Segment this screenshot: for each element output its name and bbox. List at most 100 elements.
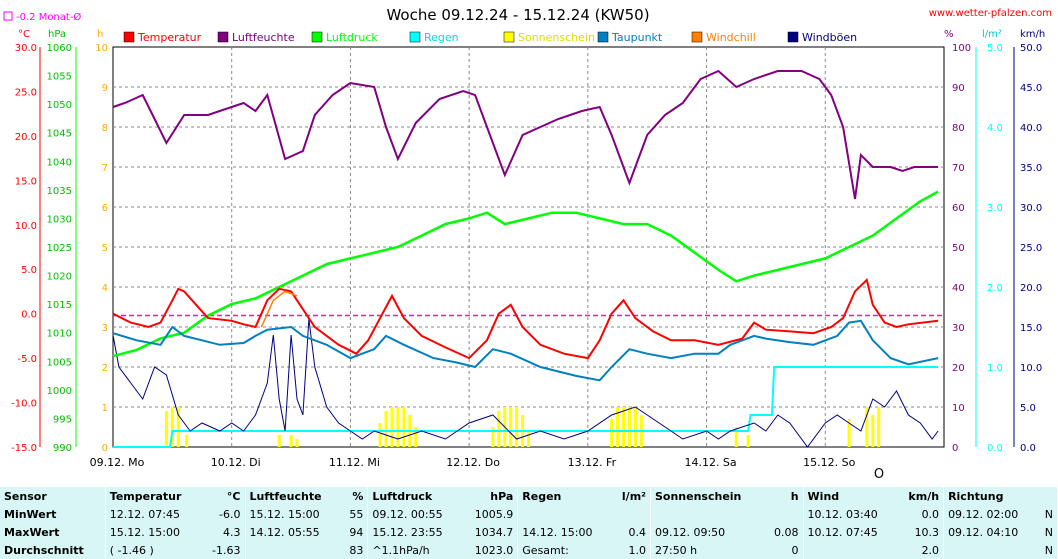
sunshine-bar [847,419,851,447]
axis-tick-kmh: 10.0 [1020,363,1042,374]
axis-tick-hpa: 1025 [47,243,72,254]
stats-cell: 14.12. 05:55 [249,525,320,539]
stats-value: 2.0 [896,541,945,559]
sunshine-bar [509,407,513,447]
stats-value: N [1037,505,1058,523]
axis-tick-temp: 25.0 [15,87,37,98]
sunshine-bar [734,427,738,447]
stats-value: N [1037,523,1058,541]
axis-tick-pct: 50 [952,243,965,254]
axis-tick-hpa: 1035 [47,186,72,197]
axis-tick-hpa: 1050 [47,100,72,111]
stats-header: Sonnenschein [654,489,742,503]
axis-tick-lm2: 2.0 [987,283,1003,294]
axis-tick-pct: 90 [952,83,965,94]
sunshine-bar [515,407,519,447]
axis-tick-pct: 30 [952,323,965,334]
stats-value: 83 [341,541,369,559]
sunshine-bar [491,427,495,447]
stats-value: 1.0 [611,541,651,559]
unit-kmh: km/h [1020,29,1045,40]
axis-tick-hpa: 990 [53,443,72,454]
series-luftfeuchte [112,69,939,200]
legend-swatch [311,31,323,43]
stats-table: Sensor Temperatur °C Luftfeuchte% Luftdruck h… [0,487,1058,559]
stats-header-unit: °C [200,487,246,505]
axis-tick-hpa: 1030 [47,214,72,225]
axis-tick-sun_h: 10 [95,43,108,54]
unit-lm2: l/m² [982,29,1002,40]
axis-tick-lm2: 3.0 [987,203,1003,214]
axis-tick-sun_h: 3 [102,323,108,334]
stats-header: Luftfeuchte [249,489,322,503]
sunshine-bar [527,431,530,447]
stats-value: 94 [341,523,369,541]
axis-tick-pct: 10 [952,403,965,414]
legend-label: Luftfeuchte [232,31,295,44]
unit-h: h [97,29,103,40]
stats-cell: 15.12. 23:55 [372,525,443,539]
sunshine-bar [746,435,750,447]
axis-tick-sun_h: 0 [102,443,108,454]
stats-value: 55 [341,505,369,523]
axis-tick-kmh: 5.0 [1020,403,1036,414]
axis-tick-sun_h: 1 [102,403,108,414]
axis-tick-kmh: 0.0 [1020,443,1036,454]
sunshine-bar [616,407,620,447]
axis-tick-lm2: 5.0 [987,43,1003,54]
axis-tick-sun_h: 8 [102,123,108,134]
axis-tick-pct: 70 [952,163,965,174]
stats-cell: 15.12. 15:00 [249,507,320,521]
axis-tick-hpa: 1020 [47,272,72,283]
stats-cell [944,541,1038,559]
axis-tick-kmh: 20.0 [1020,283,1042,294]
stats-value: -6.0 [200,505,246,523]
axis-tick-pct: 0 [952,443,958,454]
axis-tick-sun_h: 5 [102,243,108,254]
legend-label: Windchill [706,31,756,44]
stats-header-unit: km/h [896,487,945,505]
stats-header: Sensor [0,487,106,505]
legend-label: Taupunkt [611,31,663,44]
grid [112,46,945,448]
sunshine-bar [627,407,631,447]
stats-cell: 09.12. 02:00 [948,507,1019,521]
x-label: 12.12. Do [446,456,500,469]
stats-header-unit: hPa [461,487,519,505]
legend-label: Regen [424,31,459,44]
sunshine-bar [396,407,400,447]
x-label: 10.12. Di [211,456,261,469]
axis-tick-temp: 10.0 [15,221,37,232]
axis-tick-kmh: 15.0 [1020,323,1042,334]
sunshine-bar [176,407,180,447]
axis-tick-hpa: 1060 [47,43,72,54]
axis-tick-pct: 40 [952,283,965,294]
legend-label: Temperatur [137,31,202,44]
axis-tick-pct: 100 [952,43,971,54]
stats-value: 0.0 [896,505,945,523]
axis-tick-kmh: 35.0 [1020,163,1042,174]
stats-cell: ^1.1hPa/h [372,543,430,557]
stats-header-row: Sensor Temperatur °C Luftfeuchte% Luftdruck h… [0,487,1058,505]
stats-row: MinWert 12.12. 07:45 -6.0 15.12. 15:00 55 09.… [0,505,1058,523]
series-regen [113,366,939,448]
series-windchill [260,290,298,328]
stats-header: Temperatur [109,489,182,503]
legend-label: Windböen [802,31,857,44]
stats-header: Wind [807,489,840,503]
stats-value: N [1037,541,1058,559]
stats-value: 0.08 [763,523,804,541]
axis-tick-lm2: 0.0 [987,443,1003,454]
legend-swatch [217,31,229,43]
wind-direction-marker: O [874,467,884,482]
series-taupunkt [112,319,939,382]
legend: Temperatur Luftfeuchte Luftdruck Regen Sonne… [123,31,857,44]
sunshine-bar [289,435,293,447]
stats-cell: 27:50 h [654,543,698,557]
axis-tick-temp: 0.0 [21,310,37,321]
stats-value: 1005.9 [461,505,519,523]
sunshine-bar [378,423,382,447]
monat-avg-marker [3,11,13,21]
sunshine-bar [414,427,418,447]
legend-swatch [409,31,421,43]
